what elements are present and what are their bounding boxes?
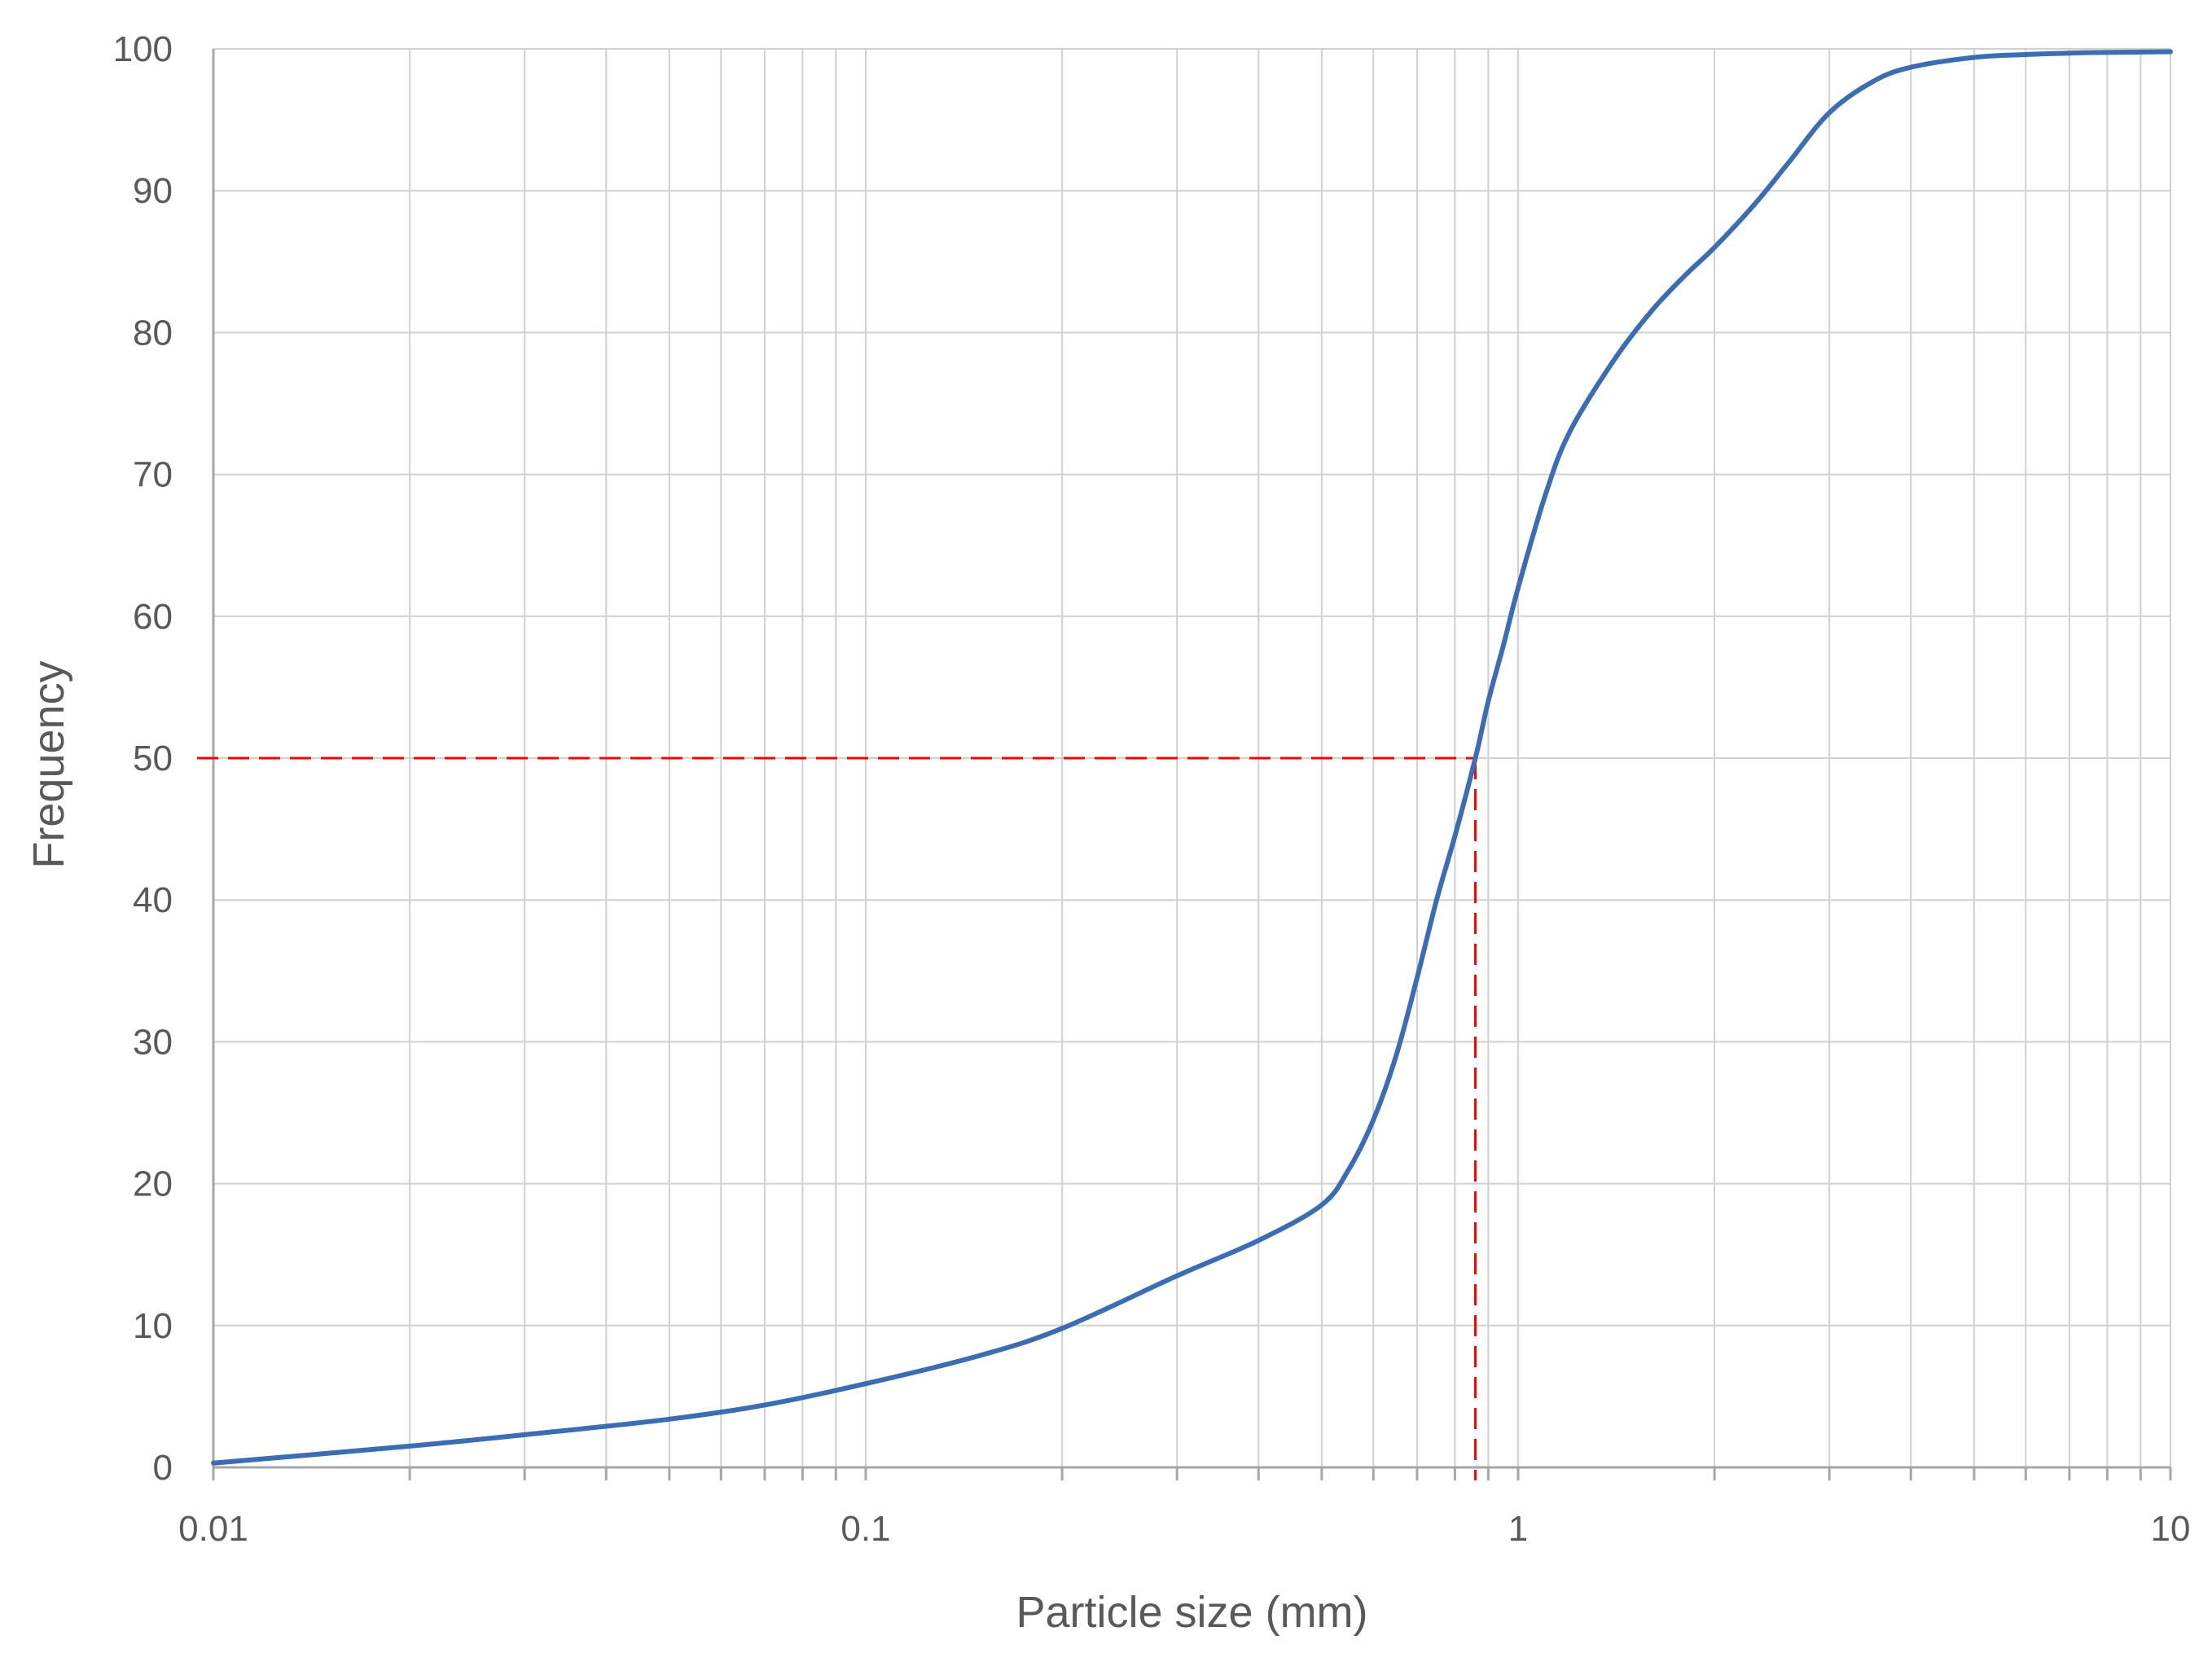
x-tick-label: 0.1 [840, 1509, 890, 1549]
y-tick-label: 60 [133, 597, 173, 637]
y-tick-label: 100 [113, 29, 173, 69]
y-axis-title: Frequency [24, 660, 73, 868]
reference-lines [197, 756, 1477, 1480]
series-layer [211, 49, 2173, 1466]
series-line [211, 49, 2173, 1466]
y-tick-label: 20 [133, 1164, 173, 1204]
tick-labels: 0 10 20 30 40 50 60 70 80 90 100 0.01 0.1 1 10 [113, 29, 2191, 1549]
y-tick-label: 90 [133, 171, 173, 211]
y-tick-label: 50 [133, 739, 173, 778]
y-tick-label: 10 [133, 1306, 173, 1346]
y-tick-label: 80 [133, 313, 173, 353]
x-tick-label: 10 [2151, 1509, 2191, 1549]
x-tick-label: 0.01 [178, 1509, 248, 1549]
x-axis-title: Particle size (mm) [1016, 1588, 1367, 1637]
axes [212, 49, 2172, 1480]
y-tick-label: 40 [133, 880, 173, 920]
x-tick-label: 1 [1508, 1509, 1528, 1549]
y-tick-label: 70 [133, 455, 173, 495]
y-tick-label: 0 [153, 1448, 173, 1488]
y-tick-label: 30 [133, 1022, 173, 1062]
